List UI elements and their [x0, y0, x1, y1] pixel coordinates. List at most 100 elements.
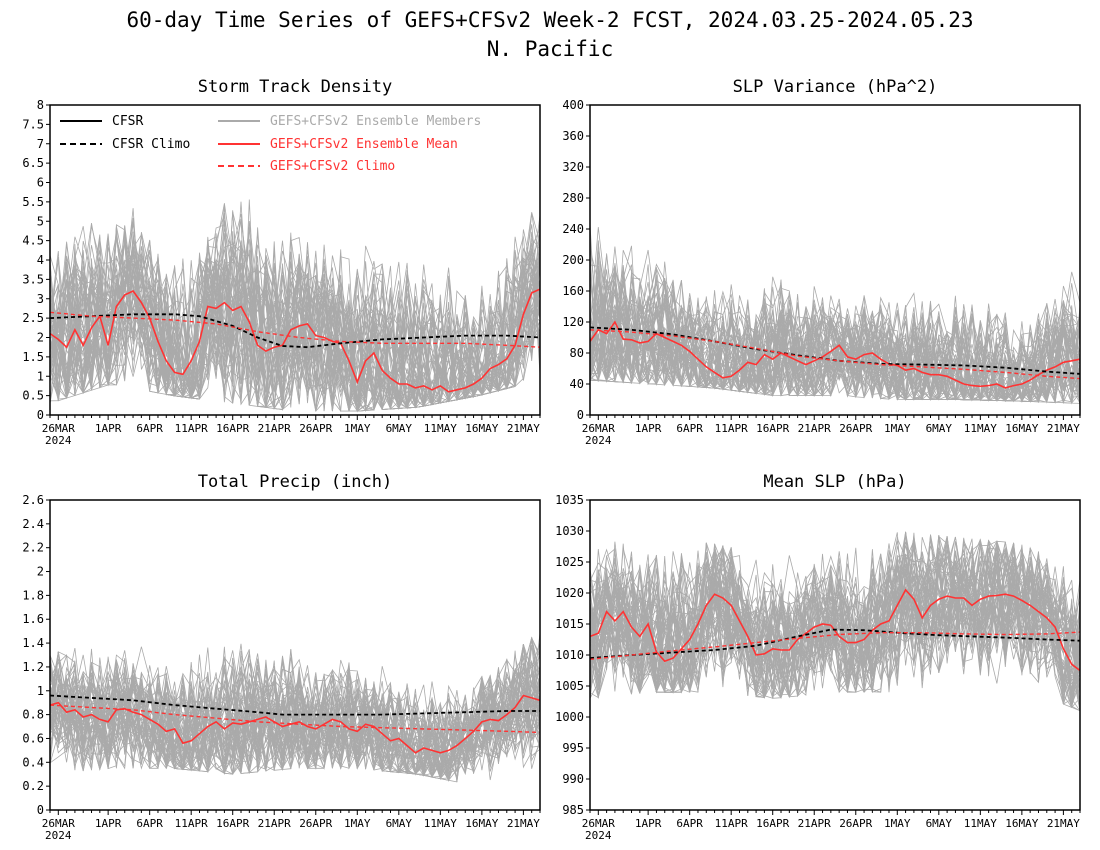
- x-tick-label: 21MAY: [1047, 817, 1080, 830]
- x-tick-label: 1MAY: [344, 422, 371, 435]
- y-tick-label: 7: [37, 137, 44, 151]
- y-tick-label: 280: [562, 191, 584, 205]
- y-tick-label: 1015: [555, 617, 584, 631]
- ensemble-member-line: [49, 240, 541, 412]
- y-tick-label: 0.8: [22, 708, 44, 722]
- x-tick-label: 16MAY: [465, 422, 498, 435]
- ensemble-member-line: [49, 258, 541, 410]
- y-tick-label: 0.4: [22, 755, 44, 769]
- y-tick-label: 120: [562, 315, 584, 329]
- y-tick-label: 0: [37, 408, 44, 422]
- panel-title: Total Precip (inch): [198, 472, 392, 492]
- x-tick-label: 16APR: [216, 817, 249, 830]
- ensemble-member-line: [49, 227, 541, 410]
- ensemble-member-line: [49, 632, 541, 783]
- legend-item-5: GEFS+CFSv2 Climo: [218, 159, 395, 174]
- ensemble-member-line: [589, 542, 1081, 709]
- y-tick-label: 5.5: [22, 195, 44, 209]
- y-tick-label: 5: [37, 214, 44, 228]
- ensemble-member-line: [589, 278, 1081, 403]
- x-tick-label: 11MAY: [964, 422, 997, 435]
- panel-title: Mean SLP (hPa): [763, 472, 906, 492]
- x-tick-label: 6APR: [676, 817, 703, 830]
- x-tick-label: 1APR: [95, 422, 122, 435]
- legend-item-3: GEFS+CFSv2 Ensemble Members: [218, 114, 481, 129]
- y-tick-label: 4: [37, 253, 44, 267]
- ensemble-member-line: [589, 258, 1081, 401]
- y-tick-label: 1035: [555, 493, 584, 507]
- x-tick-label: 26APR: [839, 817, 872, 830]
- x-tick-label: 26MAR: [582, 817, 615, 830]
- x-tick-label: 6MAY: [926, 817, 953, 830]
- chart-panel-4: Mean SLP (hPa) 985 990 995 1000 1005 1010 1015 1…: [555, 472, 1081, 842]
- y-tick-label: 1: [37, 684, 44, 698]
- x-tick-label: 21APR: [798, 817, 831, 830]
- y-tick-label: 160: [562, 284, 584, 298]
- ensemble-members: [49, 199, 541, 413]
- x-tick-label: 1APR: [635, 817, 662, 830]
- y-tick-label: 3: [37, 292, 44, 306]
- ensemble-member-line: [589, 536, 1081, 705]
- ensemble-member-line: [49, 211, 541, 412]
- x-tick-label: 6APR: [136, 422, 163, 435]
- x-tick-label: 16APR: [756, 422, 789, 435]
- y-tick-label: 1.2: [22, 660, 44, 674]
- ensemble-member-line: [589, 535, 1081, 711]
- y-tick-label: 2.6: [22, 493, 44, 507]
- y-tick-label: 995: [562, 741, 584, 755]
- series-line-gefs-cfsv2-ensemble-mean: [589, 588, 1081, 672]
- y-tick-label: 360: [562, 129, 584, 143]
- figure-title-line1: 60-day Time Series of GEFS+CFSv2 Week-2 …: [126, 8, 973, 32]
- legend-label: CFSR Climo: [112, 137, 190, 152]
- x-tick-label: 26APR: [299, 817, 332, 830]
- x-tick-label: 26MAR: [582, 422, 615, 435]
- x-year-label: 2024: [585, 829, 612, 842]
- series-line-gefs-cfsv2-ensemble-mean: [589, 320, 1081, 389]
- ensemble-member-line: [589, 535, 1081, 711]
- y-tick-label: 1025: [555, 555, 584, 569]
- ensemble-members: [589, 223, 1081, 405]
- x-tick-label: 1APR: [95, 817, 122, 830]
- x-tick-label: 11MAY: [424, 422, 457, 435]
- x-tick-label: 6MAY: [926, 422, 953, 435]
- x-tick-label: 16MAY: [465, 817, 498, 830]
- x-tick-label: 6APR: [676, 422, 703, 435]
- y-tick-label: 1005: [555, 679, 584, 693]
- figure-title-line2: N. Pacific: [487, 37, 613, 61]
- x-tick-label: 16MAY: [1005, 422, 1038, 435]
- y-tick-label: 1: [37, 369, 44, 383]
- series-line-cfsr-climo: [49, 313, 541, 349]
- y-tick-label: 985: [562, 803, 584, 817]
- panel-title: SLP Variance (hPa^2): [733, 77, 938, 97]
- chart-panel-2: SLP Variance (hPa^2) 0 40 80 120 160 200 240 280…: [562, 77, 1081, 447]
- legend-item-2: CFSR Climo: [60, 137, 190, 152]
- legend-label: GEFS+CFSv2 Ensemble Mean: [270, 137, 458, 152]
- y-tick-label: 1000: [555, 710, 584, 724]
- y-tick-label: 1.4: [22, 636, 44, 650]
- x-tick-label: 21APR: [258, 422, 291, 435]
- x-tick-label: 21APR: [798, 422, 831, 435]
- y-tick-label: 2: [37, 565, 44, 579]
- plot-frame: [49, 499, 541, 811]
- y-tick-label: 4.5: [22, 234, 44, 248]
- series-line-gefs-cfsv2-climo: [589, 631, 1081, 660]
- x-tick-label: 21MAY: [507, 422, 540, 435]
- x-year-label: 2024: [585, 434, 612, 447]
- y-tick-label: 2.4: [22, 517, 44, 531]
- y-tick-label: 1030: [555, 524, 584, 538]
- x-tick-label: 6APR: [136, 817, 163, 830]
- panels-group: Storm Track Density 0 0.5 1 1.5 2 2.5 3 3.5 4 4.5 5…: [22, 77, 1081, 842]
- x-tick-label: 21MAY: [1047, 422, 1080, 435]
- chart-panel-3: Total Precip (inch) 0 0.2 0.4 0.6 0.8 1 1.2 1.4 1…: [22, 472, 541, 842]
- y-tick-label: 40: [570, 377, 584, 391]
- ensemble-member-line: [49, 233, 541, 413]
- y-tick-label: 0.5: [22, 389, 44, 403]
- x-tick-label: 1APR: [635, 422, 662, 435]
- ensemble-member-line: [49, 656, 541, 779]
- y-tick-label: 0: [577, 408, 584, 422]
- series-line-gefs-cfsv2-ensemble-mean: [49, 288, 541, 393]
- x-tick-label: 16APR: [216, 422, 249, 435]
- ensemble-member-line: [49, 201, 541, 411]
- legend-label: GEFS+CFSv2 Ensemble Members: [270, 114, 481, 129]
